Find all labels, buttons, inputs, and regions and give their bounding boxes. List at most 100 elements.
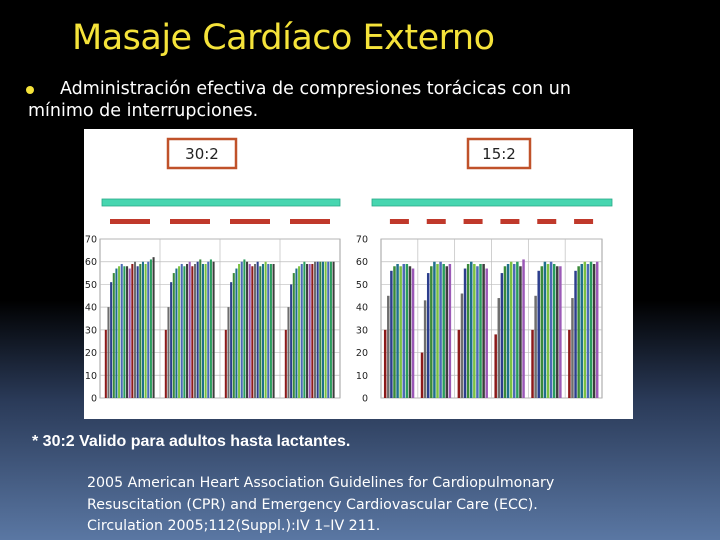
bar [235, 268, 238, 398]
y-tick-label: 20 [356, 348, 368, 359]
y-tick-label: 50 [85, 280, 97, 291]
y-tick-label: 60 [85, 257, 97, 268]
bar [439, 261, 442, 398]
bar [534, 295, 537, 398]
bar [426, 273, 430, 398]
bar [494, 334, 497, 398]
bar [209, 259, 212, 398]
y-tick-label: 20 [85, 348, 97, 359]
bar [164, 329, 167, 398]
bar [522, 259, 525, 398]
bar [272, 263, 275, 398]
bar [183, 266, 186, 398]
bar [188, 261, 191, 398]
bar [313, 261, 317, 398]
bar [411, 268, 415, 398]
interruption-marker [463, 219, 483, 224]
bar [327, 261, 330, 398]
bar [540, 266, 544, 398]
cpr-comparison-figure: 30:2 0 10 20 30 40 50 60 70 15:2 0 10 20 30 40 50 60 70 [84, 129, 633, 419]
bar [178, 266, 181, 398]
bar [180, 263, 183, 398]
bullet-icon [26, 86, 34, 94]
bar [284, 329, 287, 398]
bar [402, 263, 406, 398]
bar [448, 263, 452, 398]
bar [546, 263, 550, 398]
bar [543, 261, 547, 398]
bar [332, 261, 335, 398]
y-tick-label: 40 [85, 303, 97, 314]
bar [321, 261, 324, 398]
cpr-charts: 30:2 0 10 20 30 40 50 60 70 15:2 0 10 20 30 40 50 60 70 [85, 137, 613, 405]
bar [112, 273, 115, 398]
bar [110, 282, 113, 398]
bar [457, 329, 461, 398]
bar [574, 270, 577, 398]
bar [466, 263, 470, 398]
bar [531, 329, 534, 398]
bar [577, 266, 580, 398]
bar [175, 268, 178, 398]
bar [430, 266, 433, 398]
citation-line: 2005 American Heart Association Guidelin… [87, 475, 555, 491]
bar [586, 263, 590, 398]
interruption-marker [290, 219, 330, 224]
bar [123, 266, 126, 398]
bar [473, 263, 476, 398]
interruption-marker [500, 219, 520, 224]
citation-line: Circulation 2005;112(Suppl.):IV 1–IV 211… [87, 518, 381, 534]
bar [537, 270, 540, 398]
bar [251, 266, 254, 398]
y-tick-label: 0 [91, 394, 97, 405]
bar [393, 266, 396, 398]
bar [469, 261, 473, 398]
bar [232, 273, 235, 398]
interruption-marker [110, 219, 150, 224]
bar [396, 263, 399, 398]
bar [243, 259, 246, 398]
bar [126, 266, 129, 398]
bar [267, 263, 270, 398]
bar [433, 261, 436, 398]
bar [139, 263, 142, 398]
bar [104, 329, 107, 398]
bar [513, 263, 516, 398]
y-tick-label: 30 [85, 325, 97, 336]
bar [238, 263, 241, 398]
bar [204, 263, 207, 398]
interruption-marker [426, 219, 446, 224]
bar [329, 261, 332, 398]
bar [193, 263, 197, 398]
interruption-marker [574, 219, 594, 224]
bar [196, 261, 199, 398]
interruption-marker [170, 219, 210, 224]
bar [482, 263, 485, 398]
citation-line: Resuscitation (CPR) and Emergency Cardio… [87, 496, 538, 513]
bar [500, 273, 504, 398]
bar [133, 261, 137, 398]
bar [479, 263, 482, 398]
bar [308, 263, 311, 398]
bar [559, 266, 562, 398]
bar [580, 263, 583, 398]
bar [295, 268, 298, 398]
bar [423, 300, 427, 398]
ratio-label: 15:2 [482, 145, 516, 163]
bar [519, 266, 522, 398]
y-tick-label: 70 [85, 235, 97, 246]
bar [230, 282, 233, 398]
bar [224, 329, 227, 398]
bar [115, 268, 118, 398]
bar [170, 282, 173, 398]
bar [253, 263, 257, 398]
bar [269, 263, 272, 398]
bar [152, 257, 155, 398]
bar [497, 298, 501, 398]
slide-title: Masaje Cardíaco Externo [72, 18, 495, 58]
y-tick-label: 30 [356, 325, 368, 336]
bar [212, 261, 215, 398]
bar [141, 261, 144, 398]
bar [583, 261, 587, 398]
bar [436, 263, 439, 398]
